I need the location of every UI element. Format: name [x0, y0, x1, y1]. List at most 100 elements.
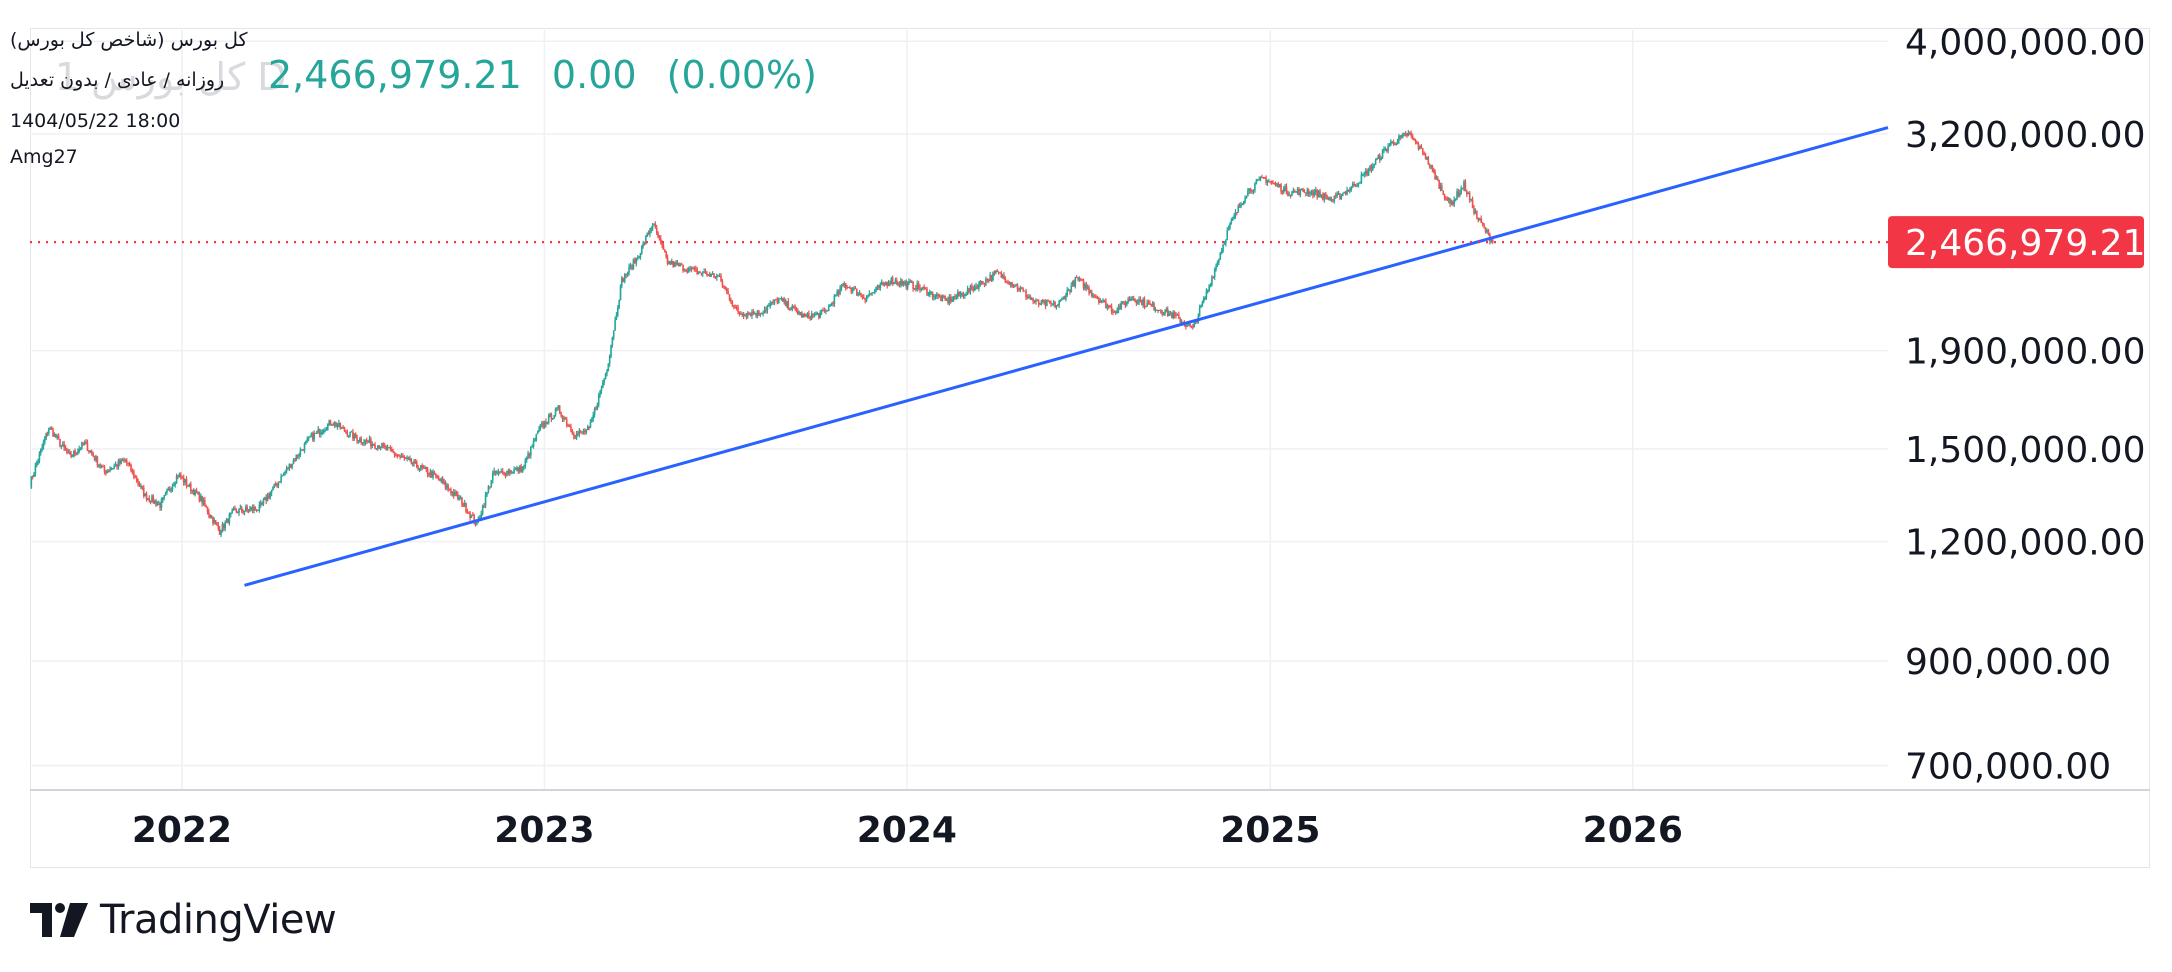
candle-body: [228, 514, 231, 523]
candle-body: [1077, 277, 1079, 280]
candle-body: [822, 309, 824, 311]
candle-body: [995, 271, 997, 274]
candle-body: [486, 492, 488, 495]
candle-body: [278, 481, 281, 483]
candle-body: [145, 493, 148, 500]
candle-body: [1402, 133, 1404, 136]
candle-body: [490, 480, 493, 487]
candle-body: [1387, 146, 1389, 151]
candle-body: [1112, 311, 1114, 313]
candle-body: [803, 313, 806, 316]
candle-body: [516, 467, 518, 470]
candle-body: [806, 313, 809, 317]
candle-body: [745, 315, 748, 317]
tradingview-brand[interactable]: TradingView: [30, 897, 337, 943]
x-tick-label: 2026: [1583, 810, 1683, 851]
candle-body: [954, 296, 956, 298]
candle-body: [628, 266, 630, 273]
candle-body: [572, 434, 575, 437]
candle-body: [1082, 280, 1085, 289]
candle-body: [321, 432, 324, 434]
candle-body: [1162, 314, 1165, 316]
candle-body: [1247, 190, 1249, 196]
candle-body: [142, 487, 145, 497]
candle-body: [60, 445, 63, 447]
candle-body: [1123, 301, 1125, 304]
candle-body: [1086, 287, 1089, 289]
candle-body: [350, 431, 353, 433]
candle-body: [497, 471, 500, 474]
candle-body: [871, 292, 873, 294]
candle-body: [353, 433, 356, 439]
candle-body: [1363, 173, 1366, 175]
candle-body: [864, 298, 866, 301]
candle-body: [816, 313, 819, 315]
candle-body: [105, 471, 107, 474]
candle-body: [653, 224, 655, 226]
candle-body: [1012, 286, 1015, 288]
candle-body: [261, 502, 263, 504]
candle-body: [1299, 189, 1302, 196]
candle-body: [1434, 171, 1436, 180]
candle-body: [1198, 307, 1201, 317]
candle-body: [1019, 288, 1022, 291]
tradingview-logo-icon: [30, 903, 88, 937]
candle-body: [317, 428, 320, 432]
candle-body: [581, 431, 583, 433]
candle-body: [424, 467, 426, 469]
candle-body: [880, 282, 883, 285]
candle-body: [720, 276, 722, 282]
candle-body: [693, 268, 696, 270]
candle-body: [254, 507, 257, 510]
candle-body: [808, 313, 810, 318]
candle-body: [269, 492, 272, 498]
candle-body: [1236, 212, 1238, 214]
candle-body: [728, 294, 731, 300]
candle-body: [1248, 188, 1251, 191]
candle-body: [1180, 321, 1183, 323]
candle-body: [751, 312, 753, 317]
candle-body: [1486, 230, 1488, 232]
candle-body: [1140, 299, 1143, 306]
candle-body: [926, 288, 928, 296]
candle-body: [309, 436, 311, 438]
candle-body: [1337, 193, 1340, 195]
candle-body: [444, 481, 447, 488]
candle-body: [875, 286, 877, 290]
candle-body: [1249, 188, 1252, 192]
candle-body: [1074, 277, 1077, 286]
candle-body: [74, 450, 76, 454]
candle-body: [49, 427, 52, 429]
candle-body: [390, 449, 393, 452]
candle-body: [1187, 324, 1190, 326]
candle-body: [935, 294, 938, 297]
candle-body: [915, 288, 917, 290]
candle-body: [1414, 140, 1417, 142]
candle-body: [454, 492, 456, 496]
candle-body: [381, 443, 383, 449]
candle-body: [622, 277, 625, 282]
candle-body: [258, 504, 261, 510]
candle-body: [1287, 193, 1289, 196]
candle-body: [756, 310, 759, 317]
candle-body: [715, 275, 718, 278]
candle-body: [88, 450, 90, 452]
candle-body: [339, 423, 342, 429]
candle-body: [1303, 191, 1306, 193]
candle-body: [37, 460, 39, 464]
candle-body: [1172, 312, 1175, 318]
candle-body: [356, 437, 358, 442]
candle-body: [157, 503, 160, 505]
candle-body: [1407, 132, 1410, 137]
candle-body: [1063, 296, 1066, 300]
candle-body: [1230, 220, 1233, 224]
candle-body: [615, 315, 618, 320]
candle-body: [642, 242, 644, 246]
candle-body: [178, 474, 181, 477]
candle-body: [582, 430, 585, 433]
candle-body: [114, 464, 117, 466]
candle-body: [155, 500, 157, 506]
candle-body: [318, 428, 321, 435]
candle-body: [553, 415, 555, 418]
